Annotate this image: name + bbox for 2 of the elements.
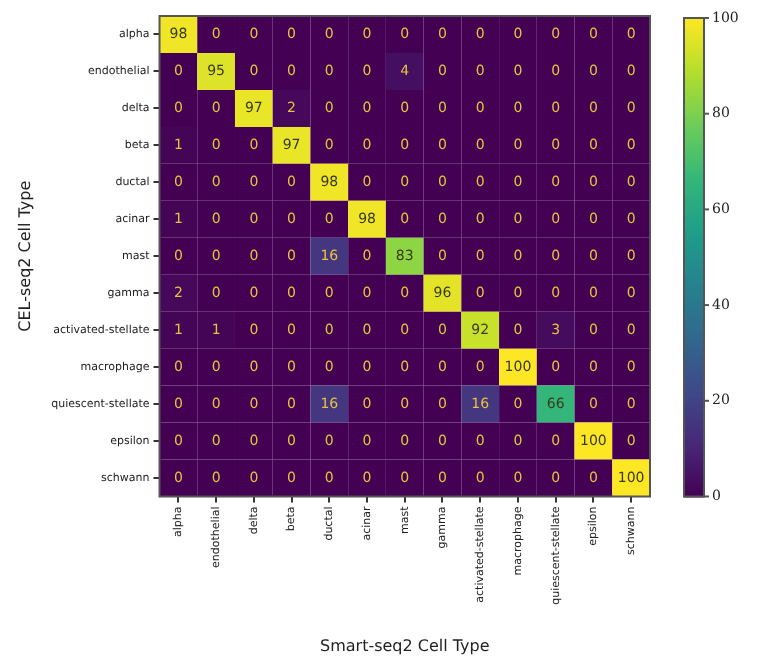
y-axis-title: CEL-seq2 Cell Type [15,180,34,332]
x-axis-title: Smart-seq2 Cell Type [320,636,490,655]
